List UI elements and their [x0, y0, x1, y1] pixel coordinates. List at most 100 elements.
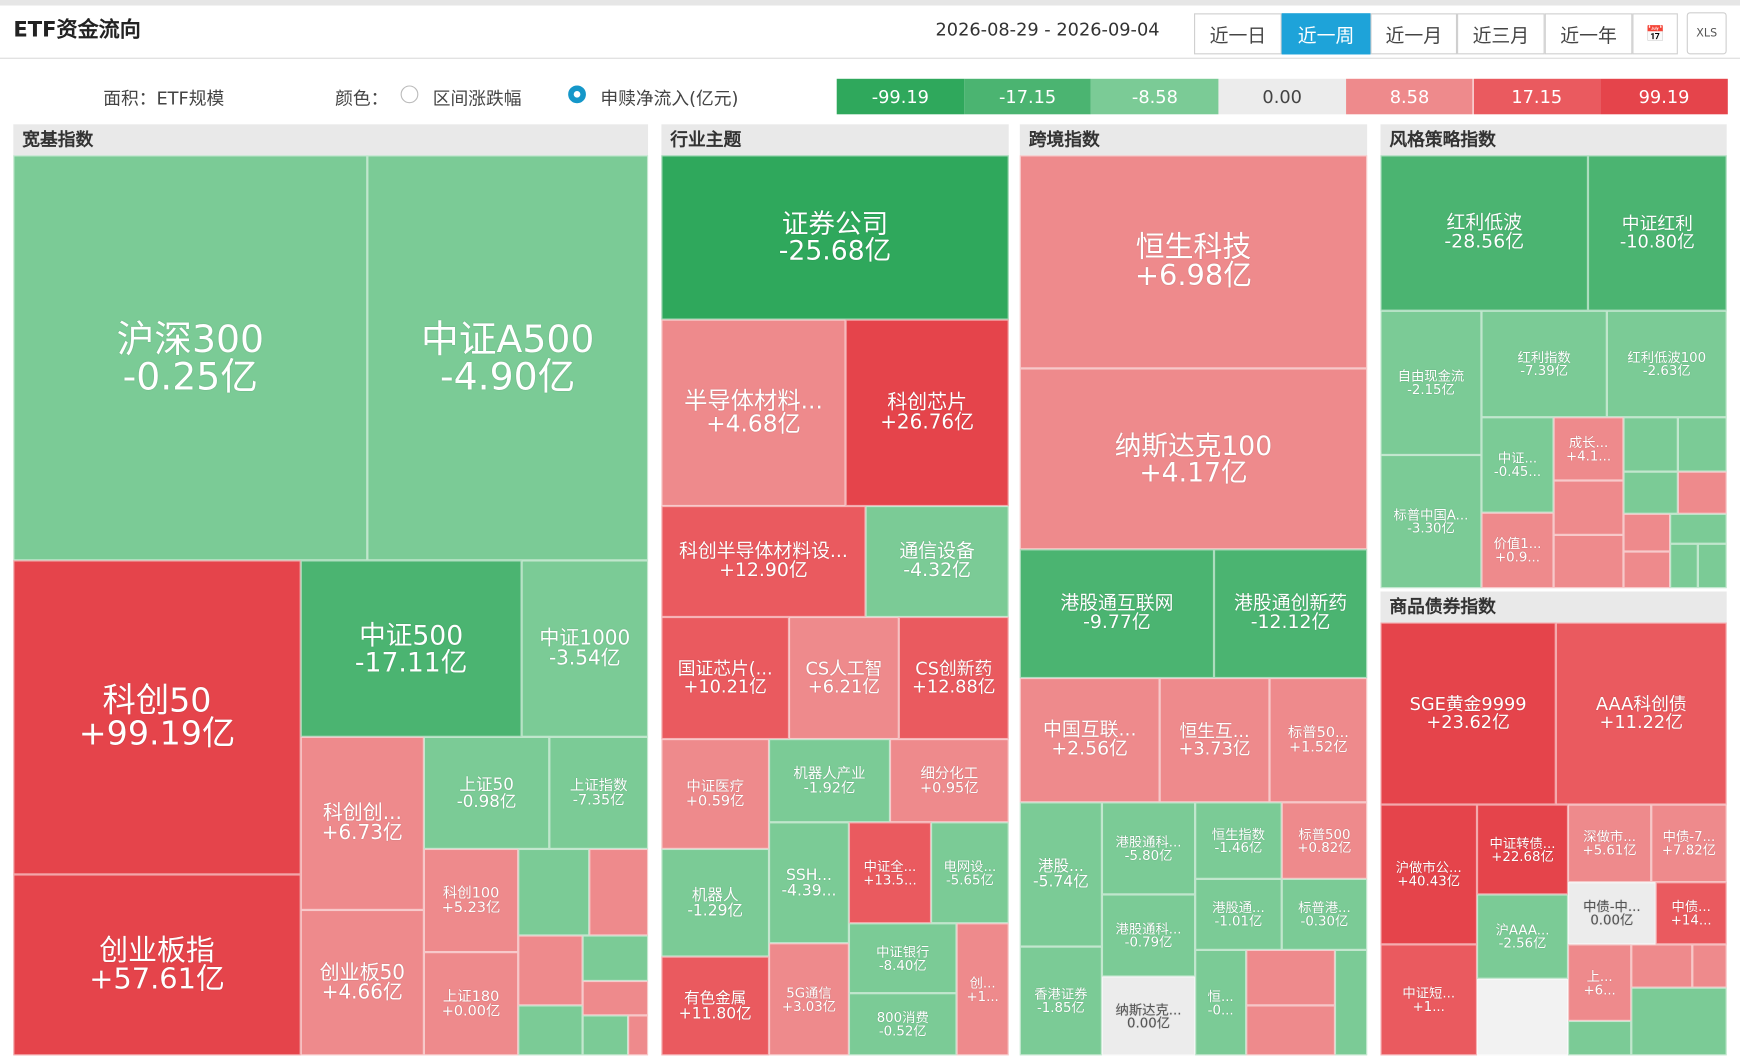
- tile[interactable]: 红利低波100 -2.63亿: [1606, 310, 1727, 418]
- tile[interactable]: [1670, 543, 1698, 589]
- tile[interactable]: 港股通... -1.01亿: [1195, 878, 1282, 950]
- tile[interactable]: [1246, 949, 1335, 1006]
- tile[interactable]: 证券公司 -25.68亿: [661, 155, 1009, 320]
- tile[interactable]: 中证医疗 +0.59亿: [661, 739, 770, 849]
- period-button[interactable]: 近三月: [1457, 13, 1545, 55]
- tile[interactable]: 中国互联... +2.56亿: [1019, 678, 1160, 803]
- tile[interactable]: [518, 935, 583, 1006]
- tile[interactable]: 沪深300 -0.25亿: [13, 155, 368, 561]
- tile[interactable]: 港股通科... -5.80亿: [1101, 802, 1196, 895]
- tile[interactable]: 机器人产业 -1.92亿: [769, 739, 890, 823]
- tile[interactable]: 标普中国A... -3.30亿: [1380, 454, 1482, 589]
- tile[interactable]: 科创芯片 +26.76亿: [845, 319, 1009, 507]
- tile[interactable]: [1623, 551, 1671, 589]
- tile[interactable]: [1553, 480, 1624, 535]
- tile[interactable]: 创业板50 +4.66亿: [300, 909, 424, 1056]
- tile[interactable]: 标普500 +0.82亿: [1281, 802, 1368, 879]
- export-button[interactable]: XLS: [1686, 12, 1727, 55]
- date-range[interactable]: 2026-08-29 - 2026-09-04: [935, 18, 1160, 40]
- tile[interactable]: 上证50 -0.98亿: [423, 736, 550, 849]
- period-button[interactable]: 近一年: [1544, 13, 1633, 55]
- tile[interactable]: [1697, 543, 1727, 589]
- tile[interactable]: 中证500 -17.11亿: [300, 560, 522, 737]
- tile[interactable]: 红利指数 -7.39亿: [1481, 310, 1607, 418]
- period-button[interactable]: 近一日: [1194, 13, 1282, 55]
- tile[interactable]: 港股通互联网 -9.77亿: [1019, 549, 1215, 679]
- tile[interactable]: 标普50... +1.52亿: [1269, 678, 1368, 803]
- period-button[interactable]: 近一月: [1370, 13, 1458, 55]
- tile[interactable]: 科创半导体材料设... +12.90亿: [661, 506, 866, 617]
- tile[interactable]: 恒生互... +3.73亿: [1159, 678, 1270, 803]
- tile[interactable]: CS人工智 +6.21亿: [788, 616, 899, 740]
- tile[interactable]: CS创新药 +12.88亿: [898, 616, 1009, 740]
- tile[interactable]: [1334, 949, 1368, 1056]
- tile[interactable]: 创... +1...: [956, 923, 1009, 1056]
- tile[interactable]: 价值1... +0.9...: [1481, 512, 1554, 589]
- tile[interactable]: 科创100 +5.23亿: [423, 848, 519, 953]
- tile[interactable]: SSH... -4.39...: [769, 822, 849, 944]
- tile[interactable]: 标普港... -0.30亿: [1281, 878, 1368, 950]
- tile[interactable]: 纳斯达克... 0.00亿: [1101, 976, 1196, 1056]
- tile[interactable]: 港股通创新药 -12.12亿: [1214, 549, 1368, 679]
- tile[interactable]: 800消费 -0.52亿: [848, 993, 957, 1056]
- tile[interactable]: [582, 935, 649, 981]
- tile[interactable]: 红利低波 -28.56亿: [1380, 155, 1588, 311]
- period-button[interactable]: 近一周: [1281, 13, 1371, 55]
- tile[interactable]: 有色金属 +11.80亿: [661, 956, 770, 1056]
- tile[interactable]: 港股通科... -0.79亿: [1101, 894, 1196, 977]
- tile[interactable]: [589, 848, 649, 936]
- tile[interactable]: 机器人 -1.29亿: [661, 848, 770, 957]
- tile[interactable]: SGE黄金9999 +23.62亿: [1380, 622, 1556, 805]
- tile[interactable]: 电网设... -5.65亿: [931, 822, 1009, 924]
- tile[interactable]: 上... +6...: [1568, 944, 1632, 1021]
- tile[interactable]: 纳斯达克100 +4.17亿: [1019, 368, 1368, 550]
- radio-label[interactable]: 申赎净流入(亿元): [600, 87, 739, 109]
- tile[interactable]: [1623, 417, 1678, 472]
- tile[interactable]: [628, 1015, 649, 1056]
- tile[interactable]: [1677, 417, 1727, 472]
- tile[interactable]: 创业板指 +57.61亿: [13, 874, 301, 1056]
- tile[interactable]: [1631, 987, 1727, 1056]
- tile[interactable]: 港股... -5.74亿: [1019, 802, 1102, 947]
- tile[interactable]: 中证全... +13.5...: [848, 822, 932, 924]
- tile[interactable]: 细分化工 +0.95亿: [889, 739, 1009, 823]
- tile[interactable]: 恒... -0...: [1195, 949, 1247, 1056]
- tile[interactable]: [1692, 944, 1727, 988]
- tile[interactable]: 上证指数 -7.35亿: [549, 736, 649, 849]
- tile[interactable]: 恒生科技 +6.98亿: [1019, 155, 1368, 369]
- tile[interactable]: 国证芯片(... +10.21亿: [661, 616, 789, 740]
- tile[interactable]: 沪做市公... +40.43亿: [1380, 804, 1478, 945]
- tile[interactable]: 中证1000 -3.54亿: [521, 560, 649, 737]
- tile[interactable]: 中债-7... +7.82亿: [1651, 804, 1727, 883]
- tile[interactable]: 中证... -0.45...: [1481, 417, 1554, 513]
- tile[interactable]: [1623, 513, 1671, 552]
- tile[interactable]: 科创50 +99.19亿: [13, 560, 301, 875]
- tile[interactable]: [518, 848, 590, 936]
- tile[interactable]: [1677, 471, 1727, 514]
- tile[interactable]: 自由现金流 -2.15亿: [1380, 310, 1482, 455]
- tile[interactable]: [1631, 944, 1693, 988]
- tile[interactable]: 中债... +14...: [1655, 882, 1727, 945]
- tile[interactable]: [1623, 471, 1678, 514]
- tile[interactable]: 5G通信 +3.03亿: [769, 943, 849, 1056]
- tile[interactable]: [1670, 513, 1727, 544]
- tile[interactable]: [518, 1005, 583, 1056]
- tile[interactable]: 成长... +4.1...: [1553, 417, 1624, 481]
- tile[interactable]: 上证180 +0.00亿: [423, 952, 519, 1056]
- tile[interactable]: [1568, 1020, 1632, 1056]
- tile[interactable]: 中证红利 -10.80亿: [1587, 155, 1727, 311]
- tile[interactable]: [1553, 534, 1624, 589]
- radio-button[interactable]: [568, 85, 586, 104]
- tile[interactable]: 通信设备 -4.32亿: [865, 506, 1009, 617]
- tile[interactable]: 中证转债... +22.68亿: [1477, 804, 1569, 895]
- tile[interactable]: 深做市... +5.61亿: [1568, 804, 1652, 883]
- calendar-button[interactable]: 📅: [1632, 13, 1678, 55]
- tile[interactable]: [1477, 978, 1569, 1056]
- tile[interactable]: 恒生指数 -1.46亿: [1195, 802, 1282, 879]
- tile[interactable]: [582, 1015, 629, 1056]
- tile[interactable]: 中证银行 -8.40亿: [848, 923, 957, 994]
- tile[interactable]: 中债-中... 0.00亿: [1568, 882, 1656, 945]
- radio-button[interactable]: [400, 85, 419, 104]
- radio-label[interactable]: 区间涨跌幅: [432, 87, 522, 109]
- tile[interactable]: 中证短... +1...: [1380, 944, 1478, 1056]
